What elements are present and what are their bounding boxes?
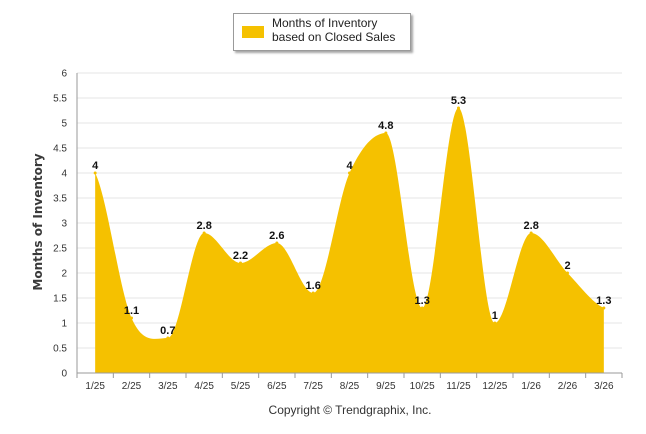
y-tick-label: 2 (61, 269, 67, 280)
y-axis-title: Months of Inventory (31, 153, 45, 290)
y-tick-label: 0.5 (53, 344, 67, 355)
x-tick-label: 1/26 (521, 381, 541, 392)
x-tick-label: 8/25 (340, 381, 360, 392)
y-tick-label: 4 (61, 169, 67, 180)
data-label: 4.8 (378, 120, 393, 132)
x-tick-label: 3/26 (594, 381, 614, 392)
x-tick-label: 9/25 (376, 381, 396, 392)
y-tick-label: 2.5 (53, 244, 67, 255)
y-tick-label: 5.5 (53, 94, 67, 105)
data-label: 2.6 (269, 230, 284, 242)
data-label: 4 (346, 160, 353, 172)
area-chart: 0 0.5 1 1.5 2 2.5 3 3.5 4 4.5 5 5.5 6 1/25 2/25 3/25 4/2… (0, 0, 646, 434)
chart-legend: Months of Inventory based on Closed Sale… (233, 13, 411, 51)
y-tick-label: 3.5 (53, 194, 67, 205)
data-label: 2.8 (524, 220, 539, 232)
x-tick-label: 5/25 (231, 381, 251, 392)
x-tick-label: 11/25 (446, 381, 471, 392)
x-tick-label: 6/25 (267, 381, 287, 392)
copyright-text: Copyright © Trendgraphix, Inc. (0, 403, 646, 417)
y-tick-label: 3 (61, 219, 67, 230)
y-tick-label: 1 (61, 319, 67, 330)
y-tick-label: 0 (61, 369, 67, 380)
x-tick-label: 12/25 (482, 381, 507, 392)
x-tick-label: 4/25 (194, 381, 214, 392)
x-tick-label: 10/25 (410, 381, 435, 392)
y-tick-label: 6 (61, 69, 67, 80)
data-label: 1.3 (596, 295, 611, 307)
data-label: 1 (492, 310, 498, 322)
legend-swatch (242, 26, 264, 38)
data-label: 2 (564, 260, 570, 272)
chart-container: 0 0.5 1 1.5 2 2.5 3 3.5 4 4.5 5 5.5 6 1/25 2/25 3/25 4/2… (0, 0, 646, 434)
x-tick-label: 7/25 (303, 381, 323, 392)
data-label: 0.7 (160, 325, 175, 337)
legend-label: Months of Inventory based on Closed Sale… (272, 16, 408, 44)
data-label: 5.3 (451, 95, 466, 107)
y-tick-label: 4.5 (53, 144, 67, 155)
x-tick-label: 1/25 (85, 381, 105, 392)
data-label: 1.3 (415, 295, 430, 307)
data-label: 2.2 (233, 250, 248, 262)
x-tick-label: 2/25 (122, 381, 142, 392)
data-label: 2.8 (197, 220, 212, 232)
data-label: 1.1 (124, 305, 139, 317)
data-label: 4 (92, 160, 99, 172)
x-tick-label: 3/25 (158, 381, 178, 392)
data-label: 1.6 (306, 280, 321, 292)
y-tick-label: 5 (61, 119, 67, 130)
x-tick-label: 2/26 (558, 381, 578, 392)
y-tick-label: 1.5 (53, 294, 67, 305)
